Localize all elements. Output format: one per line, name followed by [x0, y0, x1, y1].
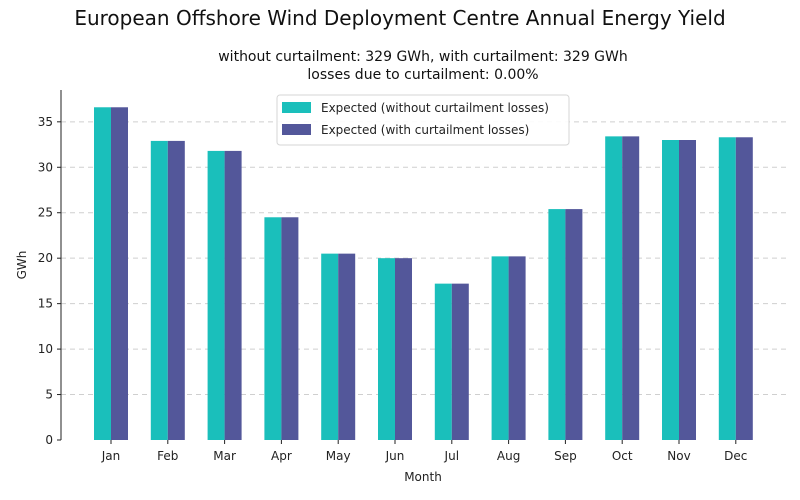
x-tick-label-aug: Aug [497, 449, 520, 463]
bar-jan-series-1 [94, 107, 111, 440]
y-tick-label: 10 [38, 342, 53, 356]
y-axis-label: GWh [15, 251, 29, 280]
bar-sep-series-1 [548, 209, 566, 440]
bar-mar-series-2 [224, 150, 242, 440]
x-axis-label: Month [404, 470, 442, 484]
x-tick-label-dec: Dec [724, 449, 747, 463]
bar-dec-series-2 [735, 137, 753, 441]
x-tick-label-jul: Jul [444, 449, 459, 463]
legend-swatch-2 [282, 124, 311, 135]
y-tick-label: 35 [38, 115, 53, 129]
bar-feb-series-2 [167, 140, 185, 440]
chart-title: European Offshore Wind Deployment Centre… [74, 6, 726, 30]
legend-box [276, 94, 570, 146]
y-tick-label: 30 [38, 160, 53, 174]
x-tick-label-sep: Sep [554, 449, 577, 463]
bar-jun-series-2 [395, 258, 412, 440]
bar-oct-series-1 [605, 136, 623, 440]
x-tick-label-jun: Jun [385, 449, 405, 463]
y-tick-label: 20 [38, 251, 53, 265]
chart-subtitle: without curtailment: 329 GWh, with curta… [60, 48, 786, 84]
x-tick-label-may: May [326, 449, 351, 463]
y-tick-label: 0 [45, 433, 53, 447]
bar-aug-series-2 [508, 256, 526, 440]
legend: Expected (without curtailment losses) Exp… [276, 94, 570, 146]
bar-apr-series-2 [281, 217, 299, 440]
y-tick-label: 5 [45, 388, 53, 402]
bar-jun-series-1 [378, 258, 395, 440]
bars [94, 107, 753, 441]
chart-subtitle-line-2: losses due to curtailment: 0.00% [307, 67, 539, 83]
bar-apr-series-1 [264, 217, 282, 440]
bar-may-series-2 [338, 253, 356, 440]
y-tick-label: 15 [38, 297, 53, 311]
legend-swatch-1 [282, 102, 311, 113]
y-tick-label: 25 [38, 206, 53, 220]
x-tick-label-nov: Nov [667, 449, 690, 463]
bar-jul-series-2 [451, 283, 469, 440]
bar-mar-series-1 [207, 150, 225, 440]
x-tick-label-feb: Feb [157, 449, 178, 463]
legend-label-1: Expected (without curtailment losses) [321, 101, 549, 115]
x-tick-label-apr: Apr [271, 449, 292, 463]
bar-jul-series-1 [434, 283, 452, 440]
y-tick-labels: 0 5 10 15 20 25 30 35 [38, 115, 61, 447]
bar-feb-series-1 [150, 140, 168, 440]
x-tick-label-jan: Jan [101, 449, 121, 463]
bar-oct-series-2 [622, 136, 640, 440]
x-tick-label-mar: Mar [213, 449, 236, 463]
legend-label-2: Expected (with curtailment losses) [321, 123, 529, 137]
bar-nov-series-2 [679, 140, 696, 440]
x-tick-label-oct: Oct [612, 449, 633, 463]
bar-may-series-1 [321, 253, 339, 440]
x-tick-labels: Jan Feb Mar Apr May Jun Jul Aug Sep Oct Nov Dec [101, 440, 747, 463]
bar-nov-series-1 [662, 140, 679, 440]
bar-jan-series-2 [111, 107, 128, 440]
bar-dec-series-1 [718, 137, 736, 441]
chart-subtitle-line-1: without curtailment: 329 GWh, with curta… [218, 49, 628, 65]
bar-aug-series-1 [491, 256, 509, 440]
bar-sep-series-2 [565, 209, 583, 440]
